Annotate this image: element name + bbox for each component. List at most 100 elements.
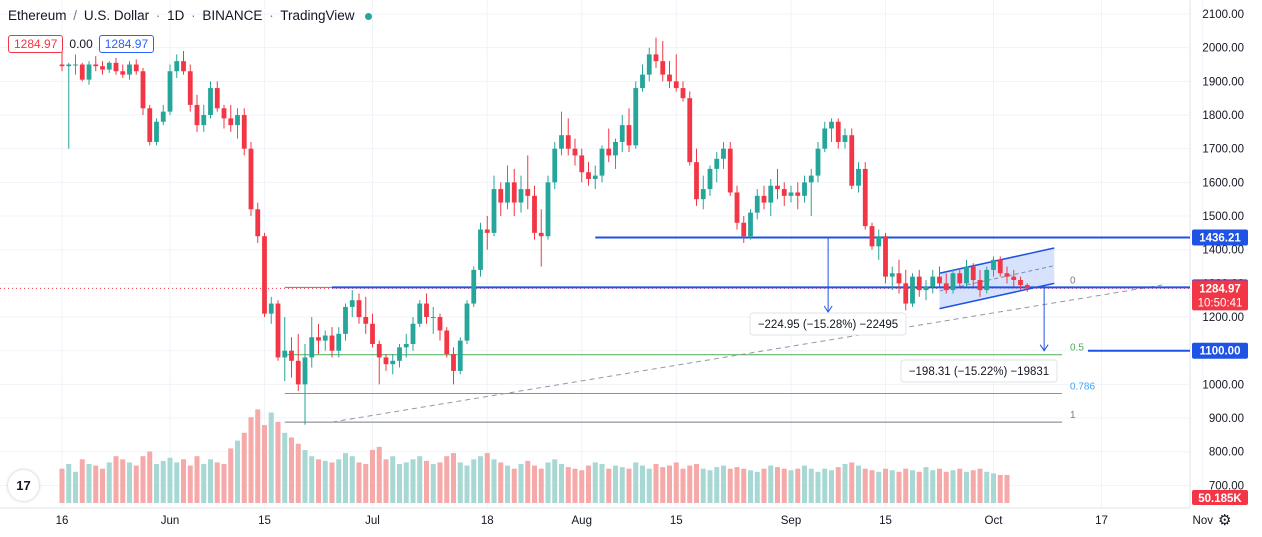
volume-bar: [916, 471, 922, 503]
candle-body: [862, 168, 868, 227]
volume-bar: [451, 453, 456, 503]
candle-body: [302, 357, 308, 385]
volume-bar: [66, 464, 72, 503]
candle-body: [464, 303, 470, 341]
candle-body: [275, 303, 281, 358]
candle-body: [397, 347, 402, 361]
candle-body: [1004, 273, 1010, 277]
volume-bar: [991, 473, 996, 503]
volume-bar: [349, 456, 355, 503]
volume-bar: [862, 468, 868, 503]
price-tick-label: 2000.00: [1202, 43, 1244, 55]
volume-bar: [478, 456, 483, 503]
interval-label[interactable]: 1D: [167, 8, 185, 23]
candle-body: [120, 71, 126, 75]
volume-bar: [984, 471, 990, 503]
volume-bar: [768, 465, 774, 503]
volume-bar: [903, 468, 909, 503]
candle-body: [707, 168, 713, 190]
candle-body: [451, 354, 456, 371]
volume-bar: [100, 468, 105, 503]
sell-button[interactable]: 1284.97: [8, 35, 64, 53]
candle-body: [835, 121, 841, 142]
candle-body: [187, 71, 193, 105]
candle-body: [424, 303, 429, 318]
candle-body: [748, 212, 753, 237]
candle-body: [295, 360, 301, 385]
time-axis[interactable]: 16Jun15Jul18Aug15Sep15Oct17Nov15: [56, 515, 1262, 527]
candle-body: [977, 279, 983, 291]
candle-body: [370, 323, 375, 344]
volume-bar: [957, 468, 963, 503]
candle-body: [525, 189, 531, 196]
volume-bar: [795, 468, 801, 503]
volume-bar: [322, 460, 328, 503]
volume-bar: [943, 471, 949, 503]
gear-icon[interactable]: ⚙: [1218, 512, 1232, 529]
channel-median-line[interactable]: [939, 265, 1055, 292]
candle-body: [673, 81, 679, 89]
candle-body: [289, 350, 294, 361]
price-axis[interactable]: 2100.00 2000.00 1900.00 1800.00 1700.00 1600.…: [1192, 9, 1248, 505]
volume-bar: [113, 456, 119, 503]
volume-bar: [221, 464, 227, 503]
candle-body: [822, 128, 828, 149]
dashed-trendline[interactable]: [331, 284, 1163, 423]
price-tick-label: 1500.00: [1202, 211, 1244, 223]
volume-bar: [187, 465, 193, 503]
volume-bar: [876, 471, 882, 503]
candle-body: [903, 283, 909, 304]
buy-button[interactable]: 1284.97: [98, 35, 155, 53]
volume-bar: [856, 465, 861, 503]
candle-body: [579, 155, 585, 173]
level-price-label: 1100.00: [1200, 346, 1241, 358]
volume-bar: [727, 468, 733, 503]
volume-bar: [829, 470, 834, 503]
volume-bar: [181, 459, 186, 503]
chart-drawings[interactable]: −224.95 (−15.28%) −22495 −198.31 (−15.22%…: [0, 236, 1190, 423]
candle-body: [565, 135, 571, 149]
candle-body: [471, 269, 477, 304]
volume-bar: [410, 459, 416, 503]
volume-bar: [714, 467, 720, 503]
volume-bar: [997, 474, 1003, 503]
candle-body: [444, 330, 450, 355]
legend-dot-separator: ·: [191, 8, 196, 23]
volume-bar: [559, 464, 564, 503]
volume-value-label: 50.185K: [1198, 493, 1242, 505]
volume-bar: [73, 471, 78, 503]
volume-bar: [815, 471, 821, 503]
candle-body: [883, 236, 888, 277]
time-tick-label: 16: [56, 515, 69, 527]
channel-upper-line[interactable]: [939, 247, 1055, 274]
measure-label-box: [900, 359, 1058, 383]
candle-body: [221, 108, 227, 119]
volume-bar: [552, 459, 558, 503]
volume-bar: [694, 464, 699, 503]
volume-bar: [802, 465, 807, 503]
volume-bar: [289, 437, 294, 503]
candle-body: [194, 104, 200, 126]
volume-bar: [572, 468, 578, 503]
volume-bar: [437, 462, 443, 503]
candle-body: [383, 357, 389, 365]
candle-body: [322, 335, 328, 341]
volume-bar: [343, 453, 348, 503]
candle-body: [599, 148, 605, 176]
volume-bar: [457, 462, 463, 503]
fib-level-label: 0: [1070, 275, 1076, 286]
chart-legend-title: Ethereum / U.S. Dollar · 1D · BINANCE · …: [8, 8, 373, 23]
candle-body: [106, 62, 112, 70]
tradingview-logo-icon[interactable]: 17: [8, 470, 39, 501]
symbol-name[interactable]: Ethereum: [8, 8, 67, 23]
volume-bar: [930, 470, 936, 503]
volume-bar: [262, 425, 267, 503]
candle-body: [545, 182, 551, 237]
candle-body: [73, 64, 78, 66]
candle-body: [437, 317, 443, 331]
candle-body: [363, 317, 369, 324]
candle-body: [430, 317, 436, 319]
spread-value: 0.00: [69, 37, 93, 51]
time-tick-label: Oct: [985, 515, 1004, 527]
